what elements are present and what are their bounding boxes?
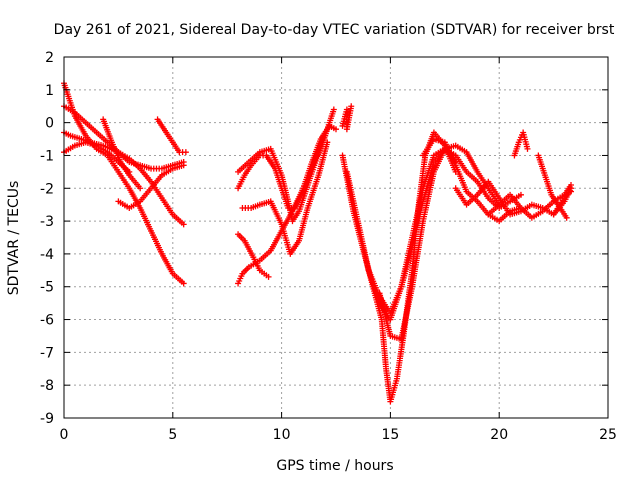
y-tick-label: 0	[45, 116, 54, 132]
x-tick-label: 15	[381, 427, 399, 443]
data-points	[61, 80, 575, 405]
data-point	[517, 191, 524, 198]
x-tick-label: 10	[273, 427, 291, 443]
y-tick-label: 2	[45, 50, 54, 66]
data-point	[568, 188, 575, 195]
data-point	[568, 181, 575, 188]
y-tick-label: -2	[40, 181, 54, 197]
data-series	[61, 103, 187, 172]
data-point	[324, 139, 331, 146]
data-series	[365, 145, 524, 316]
data-series	[343, 145, 459, 323]
y-tick-label: -5	[40, 280, 54, 296]
data-point	[180, 162, 187, 169]
data-series	[420, 136, 524, 225]
y-tick-label: -8	[40, 378, 54, 394]
data-point	[322, 132, 329, 139]
data-series	[339, 129, 459, 405]
x-tick-label: 25	[599, 427, 617, 443]
data-point	[330, 106, 337, 113]
data-series	[235, 132, 329, 225]
data-series	[235, 231, 272, 280]
y-tick-label: -4	[40, 247, 54, 263]
data-point	[333, 126, 339, 133]
x-tick-label: 5	[168, 427, 177, 443]
data-series	[550, 188, 575, 218]
x-axis-label: GPS time / hours	[276, 458, 393, 474]
y-tick-label: -9	[40, 411, 54, 427]
data-series	[376, 142, 503, 343]
data-point	[182, 149, 189, 156]
y-tick-label: -7	[40, 345, 54, 361]
data-point	[180, 221, 187, 228]
data-series	[154, 116, 189, 156]
x-tick-label: 20	[490, 427, 508, 443]
plot-frame	[63, 56, 609, 419]
data-series	[100, 116, 144, 192]
y-tick-label: -6	[40, 313, 54, 329]
y-tick-label: 1	[45, 83, 54, 99]
data-point	[563, 214, 570, 221]
data-series	[239, 139, 331, 257]
y-tick-label: -1	[40, 148, 54, 164]
data-point	[348, 103, 355, 110]
data-series	[485, 181, 575, 221]
data-series	[339, 103, 355, 133]
data-point	[265, 273, 272, 280]
data-series	[61, 80, 187, 287]
y-tick-label: -3	[40, 214, 54, 230]
y-axis-label: SDTVAR / TECUs	[6, 181, 22, 296]
data-series	[115, 162, 187, 211]
x-tick-label: 0	[60, 427, 69, 443]
data-point	[524, 145, 531, 152]
data-point	[180, 280, 187, 287]
chart-title: Day 261 of 2021, Sidereal Day-to-day VTE…	[54, 22, 615, 38]
data-point	[137, 185, 144, 192]
data-series	[511, 129, 531, 159]
